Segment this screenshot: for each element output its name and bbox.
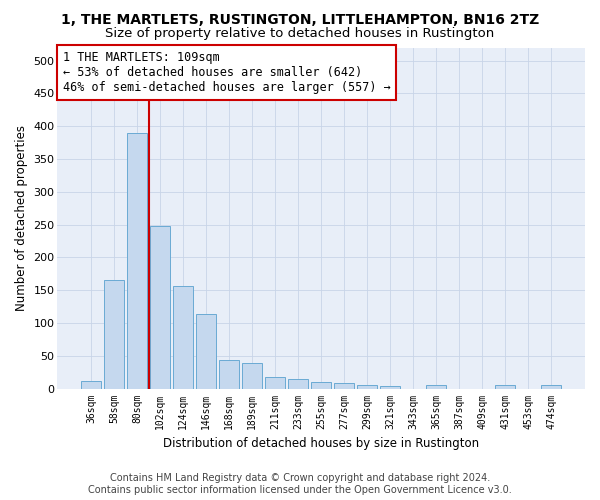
Bar xyxy=(427,386,446,388)
Bar xyxy=(242,363,262,388)
Bar xyxy=(311,382,331,388)
Bar xyxy=(289,378,308,388)
Bar xyxy=(127,133,147,388)
Bar xyxy=(334,384,354,388)
X-axis label: Distribution of detached houses by size in Rustington: Distribution of detached houses by size … xyxy=(163,437,479,450)
Text: Contains HM Land Registry data © Crown copyright and database right 2024.
Contai: Contains HM Land Registry data © Crown c… xyxy=(88,474,512,495)
Bar xyxy=(265,376,285,388)
Text: Size of property relative to detached houses in Rustington: Size of property relative to detached ho… xyxy=(106,28,494,40)
Bar xyxy=(104,280,124,388)
Bar xyxy=(220,360,239,388)
Y-axis label: Number of detached properties: Number of detached properties xyxy=(15,125,28,311)
Bar xyxy=(541,386,561,388)
Bar xyxy=(196,314,216,388)
Text: 1 THE MARTLETS: 109sqm
← 53% of detached houses are smaller (642)
46% of semi-de: 1 THE MARTLETS: 109sqm ← 53% of detached… xyxy=(63,51,391,94)
Bar xyxy=(358,384,377,388)
Bar xyxy=(380,386,400,388)
Bar xyxy=(151,226,170,388)
Bar xyxy=(173,286,193,389)
Bar xyxy=(496,386,515,388)
Text: 1, THE MARTLETS, RUSTINGTON, LITTLEHAMPTON, BN16 2TZ: 1, THE MARTLETS, RUSTINGTON, LITTLEHAMPT… xyxy=(61,12,539,26)
Bar xyxy=(82,380,101,388)
